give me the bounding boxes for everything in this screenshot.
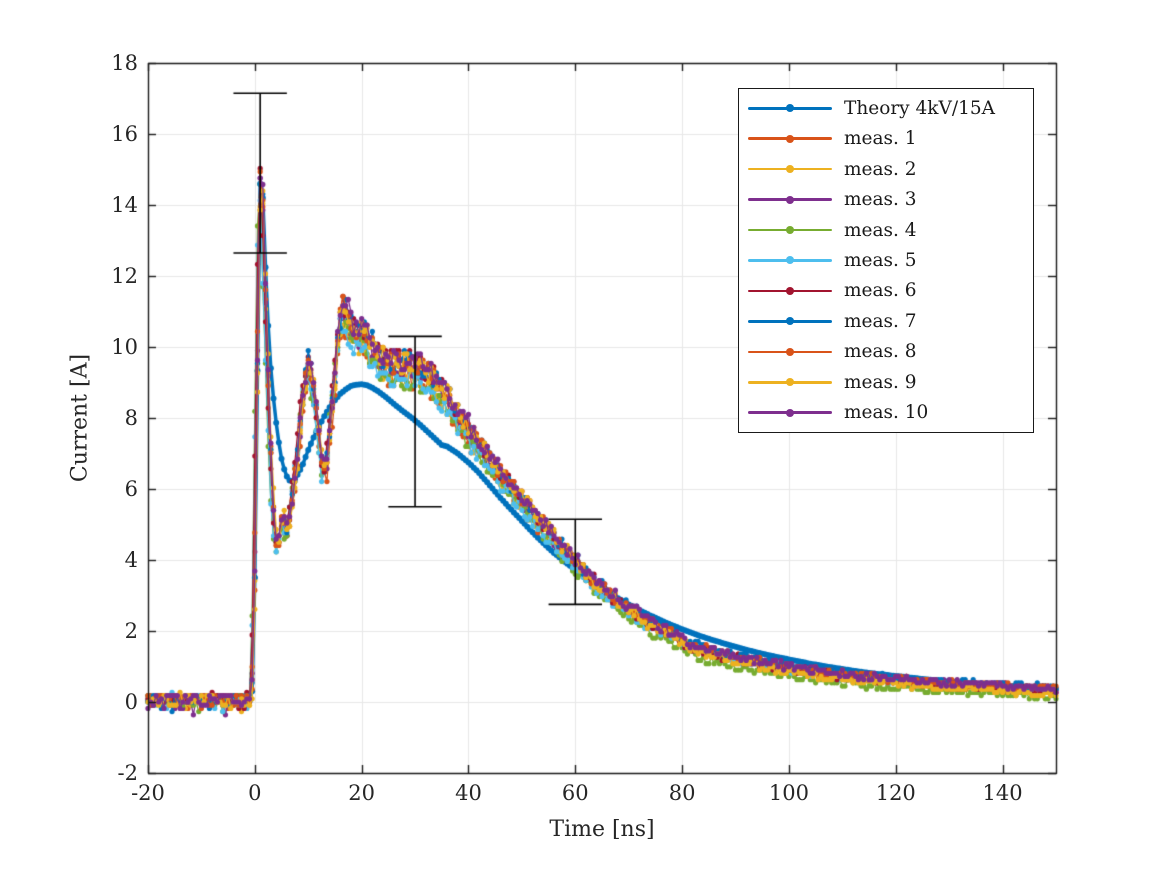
legend-line-marker-icon bbox=[748, 286, 832, 295]
x-axis-label: Time [ns] bbox=[549, 817, 655, 842]
y-tick-label: 10 bbox=[111, 335, 138, 359]
legend-line-marker-icon bbox=[748, 378, 832, 387]
x-tick-label: 120 bbox=[875, 781, 916, 805]
x-tick-label: 140 bbox=[982, 781, 1023, 805]
legend-entry: meas. 10 bbox=[748, 399, 1029, 426]
legend-line-marker-icon bbox=[748, 256, 832, 265]
y-tick-label: 0 bbox=[124, 690, 138, 714]
legend-entry: meas. 6 bbox=[748, 277, 1029, 304]
x-tick-label: 0 bbox=[248, 781, 262, 805]
x-tick-label: 60 bbox=[561, 781, 589, 805]
y-tick-label: 4 bbox=[124, 548, 138, 572]
legend-line-marker-icon bbox=[748, 165, 832, 174]
x-tick-label: 100 bbox=[768, 781, 809, 805]
legend-entry: meas. 5 bbox=[748, 247, 1029, 274]
legend-entry-label: meas. 2 bbox=[844, 158, 917, 180]
legend-entry-label: meas. 4 bbox=[844, 219, 917, 241]
x-tick-label: 80 bbox=[668, 781, 696, 805]
legend-line-marker-icon bbox=[748, 408, 832, 417]
legend-entry-label: meas. 3 bbox=[844, 189, 917, 211]
y-axis-label: Current [A] bbox=[67, 353, 93, 483]
legend-line-marker-icon bbox=[748, 134, 832, 143]
x-tick-label: -20 bbox=[131, 781, 165, 805]
x-tick-label: 20 bbox=[348, 781, 375, 805]
x-tick-label: 40 bbox=[455, 781, 482, 805]
legend-line-marker-icon bbox=[748, 104, 832, 113]
legend-line-marker-icon bbox=[748, 347, 832, 356]
y-tick-label: 8 bbox=[124, 406, 138, 430]
legend-line-marker-icon bbox=[748, 195, 832, 204]
legend-entry-label: meas. 9 bbox=[844, 371, 917, 393]
y-tick-label: -2 bbox=[117, 761, 138, 785]
y-tick-label: 2 bbox=[124, 619, 138, 643]
y-tick-label: 16 bbox=[111, 122, 138, 146]
legend-entry: meas. 1 bbox=[748, 125, 1029, 152]
legend-entry-label: meas. 5 bbox=[844, 249, 917, 271]
y-tick-label: 18 bbox=[111, 51, 138, 75]
legend-entry: meas. 9 bbox=[748, 369, 1029, 396]
legend-entry: meas. 8 bbox=[748, 338, 1029, 365]
legend: Theory 4kV/15A meas. 1 meas. 2 meas. 3 meas.… bbox=[738, 88, 1034, 433]
legend-entry-label: meas. 6 bbox=[844, 280, 917, 302]
legend-line-marker-icon bbox=[748, 226, 832, 235]
legend-entry-label: Theory 4kV/15A bbox=[844, 97, 995, 119]
y-tick-label: 12 bbox=[111, 264, 138, 288]
legend-entry-label: meas. 7 bbox=[844, 310, 917, 332]
legend-entry: Theory 4kV/15A bbox=[748, 95, 1029, 122]
legend-entry: meas. 7 bbox=[748, 308, 1029, 335]
legend-line-marker-icon bbox=[748, 317, 832, 326]
legend-entry-label: meas. 8 bbox=[844, 341, 917, 363]
legend-entry: meas. 4 bbox=[748, 217, 1029, 244]
y-tick-label: 6 bbox=[124, 477, 138, 501]
legend-entry-label: meas. 1 bbox=[844, 128, 917, 150]
legend-entry: meas. 2 bbox=[748, 156, 1029, 183]
y-tick-label: 14 bbox=[111, 193, 138, 217]
legend-entry: meas. 3 bbox=[748, 186, 1029, 213]
legend-entry-label: meas. 10 bbox=[844, 402, 929, 424]
